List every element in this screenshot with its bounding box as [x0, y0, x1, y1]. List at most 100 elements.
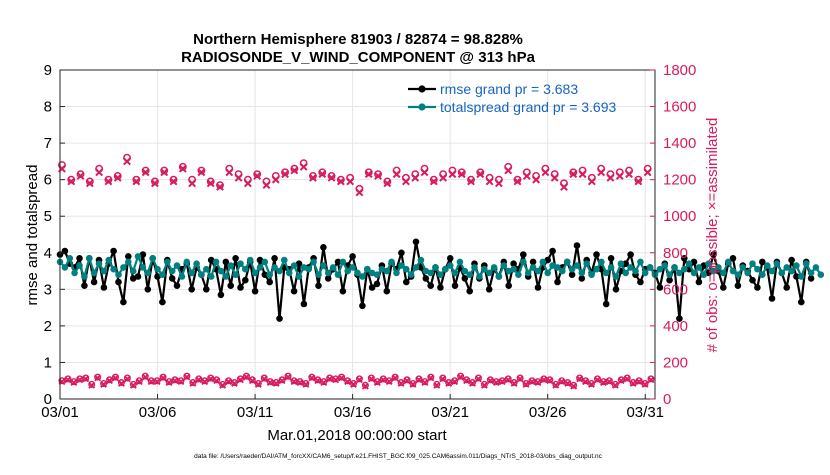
obs-assimilated-marker: [625, 170, 633, 179]
y-right-tick-label: 1200: [663, 172, 696, 189]
obs-bottom-assimilated-stroke: [159, 374, 167, 382]
obs-assimilated-stroke: [476, 170, 485, 179]
obs-bottom-assimilated-stroke: [82, 375, 90, 383]
obs-bottom-assimilated-stroke: [177, 378, 185, 386]
totalspread-point: [110, 265, 117, 273]
obs-bottom-assimilated-marker: [308, 374, 316, 382]
totalspread-point: [120, 264, 127, 271]
rmse-point: [368, 284, 376, 291]
obs-assimilated-marker: [104, 177, 113, 186]
totalspread-point: [144, 269, 152, 277]
obs-bottom-possible-marker: [94, 373, 102, 381]
obs-bottom-assimilated-marker: [123, 375, 131, 383]
obs-bottom-assimilated-stroke: [189, 380, 197, 387]
obs-assimilated-stroke: [550, 173, 559, 182]
rmse-point: [422, 275, 430, 282]
y-axis-right: 0 200 400 600 800 1000 1200 1400 1600 1800: [650, 62, 696, 408]
obs-bottom-assimilated-stroke: [242, 373, 250, 381]
rmse-point: [622, 260, 629, 268]
obs-bottom-possible-marker: [617, 376, 625, 384]
obs-assimilated-stroke: [132, 177, 141, 186]
totalspread-point: [129, 267, 137, 275]
obs-bottom-assimilated-marker: [237, 376, 244, 384]
totalspread-point: [446, 262, 454, 269]
obs-assimilated-stroke: [513, 177, 522, 186]
totalspread-point: [373, 271, 381, 279]
obs-bottom-possible-marker: [70, 378, 78, 386]
obs-bottom-assimilated-stroke: [195, 376, 203, 384]
obs-bottom-assimilated-marker: [421, 379, 429, 386]
rmse-point: [461, 275, 469, 282]
rmse-point: [754, 284, 761, 291]
obs-bottom-assimilated-marker: [475, 375, 482, 383]
obs-bottom-assimilated-marker: [385, 378, 393, 386]
totalspread-point: [139, 264, 147, 271]
rmse-point: [783, 284, 790, 291]
obs-assimilated-stroke: [141, 168, 150, 177]
obs-bottom-assimilated-marker: [629, 380, 637, 387]
y-right-tick-label: 1000: [663, 208, 696, 225]
obs-assimilated-marker: [355, 188, 364, 197]
obs-assimilated-stroke: [411, 173, 420, 182]
obs-bottom-assimilated-marker: [480, 381, 488, 389]
obs-bottom-assimilated-stroke: [338, 374, 346, 382]
obs-bottom-assimilated-stroke: [463, 377, 470, 385]
totalspread-point: [676, 269, 683, 277]
obs-assimilated-stroke: [225, 168, 234, 177]
obs-bottom-assimilated-stroke: [599, 379, 607, 386]
obs-bottom-assimilated-marker: [332, 376, 340, 384]
obs-assimilated-marker: [615, 172, 624, 180]
obs-assimilated-stroke: [625, 170, 633, 179]
obs-bottom-assimilated-marker: [594, 376, 601, 384]
obs-assimilated-marker: [587, 177, 596, 186]
obs-bottom-possible-marker: [248, 376, 256, 384]
totalspread-point: [217, 267, 225, 275]
obs-bottom-possible-marker: [213, 376, 221, 384]
totalspread-point: [495, 273, 503, 280]
obs-bottom-assimilated-marker: [564, 380, 572, 387]
obs-bottom-assimilated-marker: [177, 378, 185, 386]
obs-bottom-assimilated-stroke: [350, 380, 357, 388]
obs-bottom-assimilated-marker: [647, 376, 655, 384]
obs-bottom-possible-marker: [409, 379, 417, 387]
rmse-point: [217, 291, 225, 299]
rmse-point: [290, 287, 298, 295]
obs-bottom-possible-marker: [123, 374, 131, 382]
obs-bottom-assimilated-stroke: [260, 375, 268, 383]
obs-bottom-assimilated-stroke: [344, 378, 351, 386]
obs-count-top-series: [58, 153, 652, 197]
legend-rmse-label: rmse grand pr = 3.683: [440, 81, 578, 97]
rmse-point: [520, 251, 527, 258]
obs-bottom-assimilated-stroke: [361, 382, 369, 390]
obs-bottom-assimilated-marker: [498, 378, 506, 386]
totalspread-point: [354, 269, 361, 277]
obs-bottom-assimilated-marker: [463, 377, 470, 385]
obs-bottom-assimilated-stroke: [480, 381, 488, 389]
obs-assimilated-stroke: [615, 172, 624, 180]
obs-bottom-possible-marker: [100, 379, 108, 387]
obs-assimilated-marker: [504, 166, 513, 175]
rmse-point: [759, 258, 766, 266]
obs-bottom-possible-marker: [373, 378, 381, 386]
obs-bottom-assimilated-marker: [284, 373, 292, 381]
rmse-point: [676, 315, 683, 322]
totalspread-point: [695, 264, 703, 271]
obs-bottom-possible-marker: [308, 373, 316, 381]
obs-bottom-possible-marker: [129, 380, 137, 388]
totalspread-point: [242, 265, 249, 273]
obs-bottom-assimilated-marker: [183, 373, 191, 381]
obs-assimilated-marker: [550, 173, 559, 182]
obs-bottom-assimilated-marker: [451, 378, 459, 386]
obs-assimilated-stroke: [522, 172, 531, 180]
obs-assimilated-marker: [411, 173, 420, 182]
totalspread-point: [798, 273, 805, 280]
obs-bottom-assimilated-marker: [260, 375, 268, 383]
totalspread-point: [305, 265, 313, 273]
obs-bottom-assimilated-marker: [141, 373, 149, 381]
obs-bottom-possible-marker: [320, 378, 328, 386]
obs-bottom-assimilated-marker: [147, 378, 155, 386]
totalspread-point: [681, 265, 688, 273]
totalspread-point: [700, 271, 708, 279]
obs-bottom-possible-marker: [546, 376, 554, 384]
totalspread-point: [198, 271, 205, 279]
